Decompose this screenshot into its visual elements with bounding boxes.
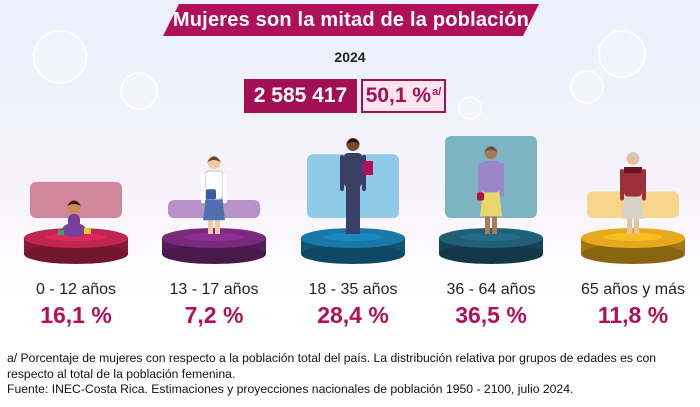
figure-torso	[344, 153, 362, 187]
decor-bubble	[570, 70, 604, 104]
pedestal-base	[581, 244, 685, 264]
figure-torso	[624, 167, 642, 197]
figure-body	[68, 214, 80, 230]
women-share-text: 50,1 %	[365, 84, 432, 107]
pedestal-highlight	[323, 233, 383, 241]
figure-skirt	[622, 194, 644, 219]
toy-block	[84, 228, 91, 234]
handbag	[206, 189, 216, 200]
value-bar	[30, 181, 122, 218]
woman-figure-5	[620, 152, 646, 234]
year-label: 2024	[334, 49, 366, 65]
book	[363, 161, 373, 175]
pedestal-base	[162, 244, 266, 264]
figure-hair	[346, 138, 360, 145]
total-women-value: 2 585 417	[244, 79, 357, 113]
figure-arm	[500, 163, 504, 197]
women-share-value: 50,1 % a/	[361, 79, 446, 113]
figure-hair	[484, 146, 498, 153]
figure-skirt	[203, 197, 225, 221]
age-group-label: 65 años y más	[580, 281, 686, 298]
pedestal-base	[301, 244, 405, 264]
woman-figure-1	[58, 200, 91, 237]
pedestal-base	[24, 244, 128, 264]
age-group-label: 13 - 17 años	[169, 281, 259, 298]
pedestal-highlight	[461, 233, 521, 241]
figure-pants	[346, 185, 360, 234]
age-group-label: 36 - 64 años	[446, 281, 536, 298]
page-title: Mujeres son la mitad de la población	[163, 4, 539, 36]
footnotes: a/ Porcentaje de mujeres con respecto a …	[7, 351, 697, 398]
figure-arm	[201, 173, 205, 204]
shawl	[624, 167, 642, 173]
decor-bubble	[598, 30, 646, 78]
decor-bubble	[33, 30, 87, 84]
pedestal-base	[439, 244, 543, 264]
figure-arm	[478, 163, 482, 197]
age-group-chart	[24, 136, 685, 264]
age-group-percentage: 16,1 %	[40, 302, 112, 328]
age-group-label: 18 - 35 años	[308, 281, 398, 298]
woman-figure-4	[477, 146, 504, 234]
figure-skirt	[480, 190, 502, 217]
figure-arm	[620, 169, 624, 201]
age-group-label: 0 - 12 años	[35, 281, 117, 298]
figure-arm	[642, 169, 646, 201]
figure-hair	[207, 156, 221, 163]
woman-figure-3	[340, 138, 373, 234]
purse	[477, 192, 484, 201]
toy-block	[58, 230, 64, 235]
footnote-definition: a/ Porcentaje de mujeres con respecto a …	[7, 351, 657, 381]
woman-figure-2	[201, 156, 227, 234]
decor-bubble	[458, 96, 482, 120]
age-group-percentage: 7,2 %	[184, 302, 244, 328]
figure-arm	[223, 173, 227, 204]
pedestal-highlight	[184, 233, 244, 241]
age-group-percentage: 36,5 %	[455, 302, 527, 328]
figure-hair	[626, 152, 640, 159]
figure-arm	[340, 155, 344, 191]
age-group-percentage: 28,4 %	[317, 302, 389, 328]
age-group-percentage: 11,8 %	[597, 302, 669, 328]
figure-hair	[67, 200, 81, 206]
decor-bubble	[120, 72, 158, 110]
pedestal-highlight	[603, 233, 663, 241]
share-footnote-ref: a/	[432, 86, 442, 98]
figure-torso	[482, 161, 500, 193]
footnote-source: Fuente: INEC-Costa Rica. Estimaciones y …	[7, 382, 574, 396]
